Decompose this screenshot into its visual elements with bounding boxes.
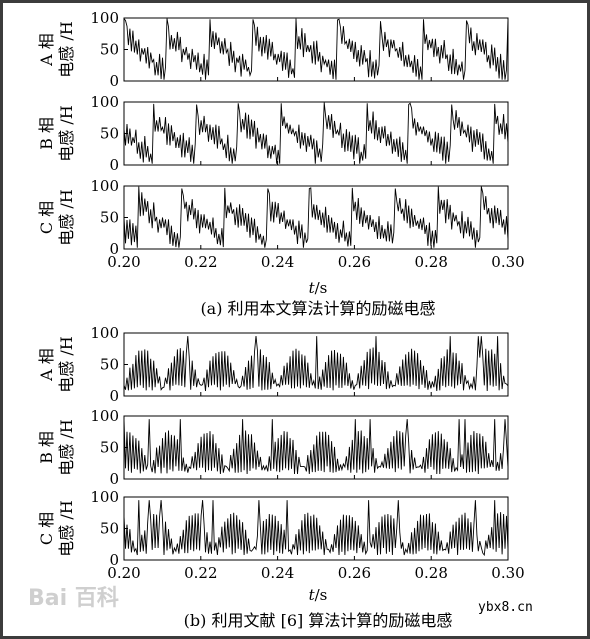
y-axis-label-phase: B 相 — [37, 117, 56, 150]
y-axis-label-phase: A 相 — [37, 348, 56, 382]
y-tick-label: 0 — [109, 470, 119, 488]
site-mark: ybx8.cn — [478, 600, 533, 615]
y-tick-label: 100 — [90, 93, 119, 111]
y-axis-label-unit: 电感 /H — [57, 419, 76, 475]
x-tick-label: 0.28 — [414, 253, 447, 271]
x-tick-label: 0.30 — [491, 253, 524, 271]
y-tick-label: 50 — [100, 439, 119, 457]
y-tick-label: 50 — [100, 520, 119, 538]
y-axis-label-unit: 电感 /H — [57, 21, 76, 77]
y-tick-label: 50 — [100, 41, 119, 59]
y-axis-label-phase: A 相 — [37, 33, 56, 67]
y-axis-label-unit: 电感 /H — [57, 500, 76, 556]
watermark: Bai 百科 — [28, 586, 119, 611]
y-tick-label: 0 — [109, 551, 119, 569]
y-tick-label: 50 — [100, 209, 119, 227]
series-line-b-B — [123, 419, 509, 475]
x-tick-label: 0.28 — [414, 564, 447, 582]
y-tick-label: 0 — [109, 240, 119, 258]
y-tick-label: 100 — [90, 324, 119, 342]
x-tick-label: 0.24 — [261, 564, 294, 582]
y-tick-label: 100 — [90, 488, 119, 506]
y-tick-label: 100 — [90, 9, 119, 27]
y-tick-label: 100 — [90, 177, 119, 195]
x-tick-label: 0.22 — [184, 564, 217, 582]
series-line-b-A — [123, 336, 509, 392]
y-tick-label: 0 — [109, 156, 119, 174]
x-axis-label-b: t/s — [309, 586, 328, 604]
y-tick-label: 50 — [100, 356, 119, 374]
x-tick-label: 0.30 — [491, 564, 524, 582]
x-tick-label: 0.26 — [338, 253, 371, 271]
x-axis-label-a: t/s — [309, 279, 328, 297]
figure-frame — [3, 3, 587, 636]
y-tick-label: 50 — [100, 125, 119, 143]
series-line-a-A — [123, 18, 509, 80]
y-axis-label-phase: C 相 — [37, 512, 56, 545]
y-tick-label: 0 — [109, 387, 119, 405]
caption-b: (b) 利用文献 [6] 算法计算的励磁电感 — [184, 611, 453, 630]
x-tick-label: 0.20 — [107, 253, 140, 271]
y-tick-label: 100 — [90, 407, 119, 425]
x-tick-label: 0.22 — [184, 253, 217, 271]
y-axis-label-unit: 电感 /H — [57, 105, 76, 161]
x-tick-label: 0.24 — [261, 253, 294, 271]
y-axis-label-phase: B 相 — [37, 431, 56, 464]
y-tick-label: 0 — [109, 72, 119, 90]
y-axis-label-unit: 电感 /H — [57, 189, 76, 245]
x-tick-label: 0.26 — [338, 564, 371, 582]
x-tick-label: 0.20 — [107, 564, 140, 582]
series-line-b-C — [123, 500, 509, 557]
series-line-a-C — [123, 186, 509, 248]
caption-a: (a) 利用本文算法计算的励磁电感 — [200, 299, 435, 318]
y-axis-label-phase: C 相 — [37, 201, 56, 234]
series-line-a-B — [123, 102, 509, 164]
y-axis-label-unit: 电感 /H — [57, 336, 76, 392]
